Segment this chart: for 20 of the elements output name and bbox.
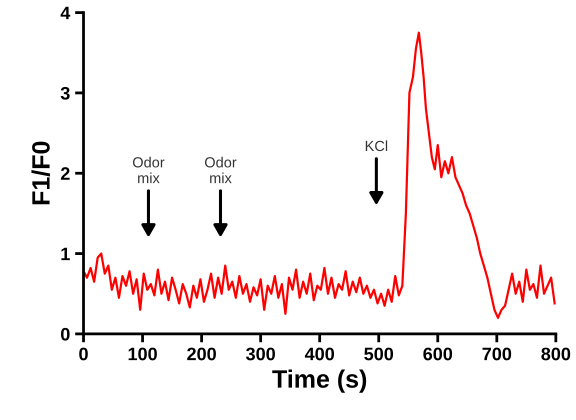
x-tick-label: 100 bbox=[128, 348, 157, 360]
x-axis-title: Time (s) bbox=[272, 369, 366, 393]
line-series bbox=[84, 32, 556, 319]
annotation: Odor mix bbox=[204, 156, 236, 184]
y-tick-label: 1 bbox=[61, 248, 70, 260]
x-tick-label: 800 bbox=[541, 348, 570, 360]
x-tick-label: 0 bbox=[79, 348, 88, 360]
x-tick-label: 300 bbox=[246, 348, 275, 360]
annotation: KCl bbox=[366, 140, 388, 152]
x-tick-label: 500 bbox=[364, 348, 394, 360]
y-tick-label: 3 bbox=[60, 86, 70, 100]
x-tick-label: 700 bbox=[482, 348, 512, 360]
x-tick-label: 200 bbox=[187, 348, 216, 360]
x-tick-label: 600 bbox=[423, 348, 452, 360]
annotation: Odor mix bbox=[132, 156, 164, 184]
x-tick-label: 400 bbox=[304, 348, 334, 360]
y-tick-label: 2 bbox=[60, 167, 70, 180]
y-tick-label: 4 bbox=[60, 6, 70, 20]
y-tick-label: 0 bbox=[61, 328, 70, 341]
y-axis-title: F1/F0 bbox=[31, 142, 50, 204]
